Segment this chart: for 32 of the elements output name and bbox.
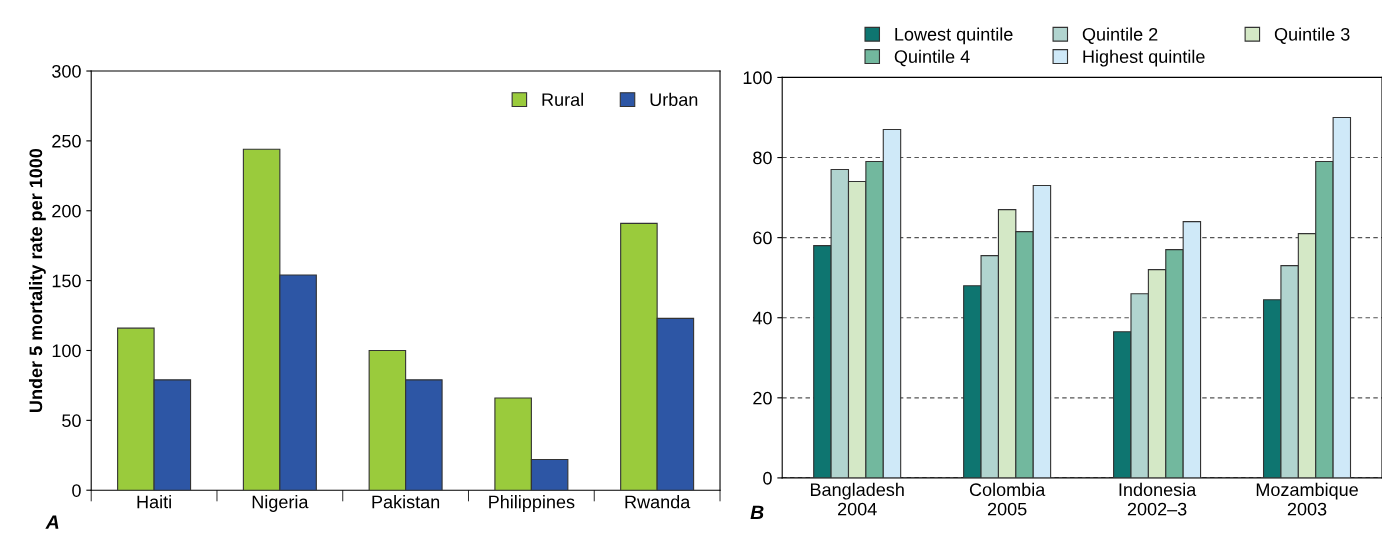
y-tick-label: 0 [72,484,81,497]
x-tick-label: Philippines [489,495,575,512]
legend-label: Quintile 2 [1082,27,1158,44]
y-tick-label: 50 [62,414,81,428]
y-tick-label: 100 [52,344,81,358]
legend-label: Rural [542,92,583,107]
y-tick-label: 80 [753,151,772,165]
legend-label: Urban [650,92,698,107]
y-tick-label: 200 [52,204,81,218]
y-tick-label: 0 [763,471,772,485]
y-tick-label: 100 [743,71,772,85]
text: A [45,515,59,529]
y-tick-label: 150 [52,274,81,288]
x-tick-label: Mozambique 2003 [1256,482,1358,516]
y-axis-title: Under 5 mortality rate per 1000 [28,148,46,412]
x-tick-label: Nigeria [252,495,309,512]
x-tick-label: Colombia 2005 [969,482,1046,516]
x-tick-label: Pakistan [372,495,440,509]
text: B [750,505,764,519]
y-tick-label: 20 [753,391,772,405]
x-tick-label: Haiti [137,495,171,509]
y-tick-label: 300 [52,64,81,78]
legend-label: Highest quintile [1083,49,1205,67]
x-tick-label: Bangladesh 2004 [810,482,904,516]
legend-label: Lowest quintile [895,27,1013,45]
y-tick-label: 60 [753,231,772,245]
x-tick-label: Rwanda [625,495,691,509]
legend-label: Quintile 4 [894,49,970,67]
x-tick-label: Indonesia 2002–3 [1119,482,1197,516]
y-tick-label: 40 [752,311,772,325]
y-tick-label: 250 [52,134,81,148]
legend-label: Quintile 3 [1274,27,1350,44]
